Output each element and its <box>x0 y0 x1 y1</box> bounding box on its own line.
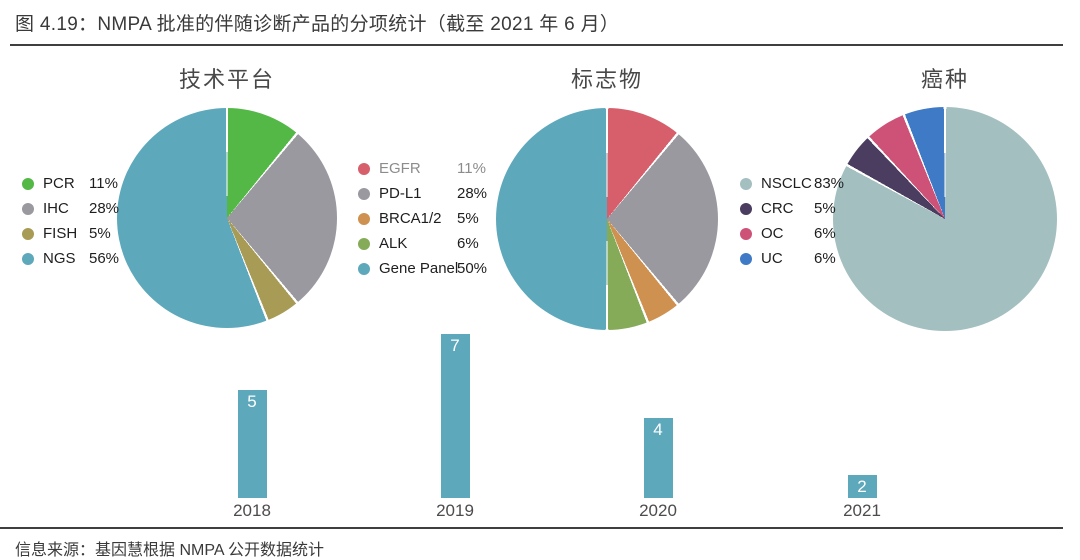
legend-row: OC 6% <box>740 221 844 246</box>
legend-row: ALK 6% <box>358 231 487 256</box>
pie-chart-cancer <box>833 107 1057 331</box>
pie-title-cancer: 癌种 <box>920 67 969 92</box>
legend-value: 6% <box>457 235 479 252</box>
legend-biomarker: EGFR 11% PD-L1 28% BRCA1/2 5% ALK 6% Gene Panel 5… <box>358 156 487 281</box>
pie-chart-platform <box>117 108 337 328</box>
legend-swatch-icon <box>22 177 34 190</box>
bar-category-label: 2019 <box>436 501 474 520</box>
legend-value: 28% <box>457 185 488 202</box>
legend-label: NGS <box>43 250 76 267</box>
legend-swatch-icon <box>740 227 752 240</box>
bar-category-label: 2021 <box>843 501 881 520</box>
legend-swatch-icon <box>22 202 34 215</box>
legend-row: UC 6% <box>740 246 844 271</box>
source-divider <box>0 527 1063 529</box>
legend-swatch-icon <box>740 177 752 190</box>
legend-label: IHC <box>43 200 69 217</box>
legend-row: PD-L1 28% <box>358 181 487 206</box>
pie-title-biomarker: 标志物 <box>570 67 643 92</box>
legend-label: BRCA1/2 <box>379 210 442 227</box>
legend-label: EGFR <box>379 160 421 177</box>
legend-row: BRCA1/2 5% <box>358 206 487 231</box>
legend-label: Gene Panel <box>379 260 459 277</box>
legend-platform: PCR 11% IHC 28% FISH 5% NGS 56% <box>22 171 119 271</box>
legend-value: 11% <box>89 175 118 192</box>
title-divider <box>10 44 1063 46</box>
legend-value: 5% <box>89 225 111 242</box>
source-note: 信息来源：基因慧根据 NMPA 公开数据统计 <box>15 542 325 559</box>
legend-value: 28% <box>89 200 120 217</box>
pie-title-platform: 技术平台 <box>178 67 275 92</box>
legend-label: OC <box>761 225 784 242</box>
legend-row: CRC 5% <box>740 196 844 221</box>
bar-category-label: 2018 <box>233 501 271 520</box>
legend-value: 5% <box>457 210 479 227</box>
legend-row: PCR 11% <box>22 171 119 196</box>
bar-value-label: 5 <box>247 392 257 411</box>
legend-value: 6% <box>814 225 836 242</box>
legend-value: 5% <box>814 200 836 217</box>
legend-value: 11% <box>457 160 486 177</box>
legend-swatch-icon <box>358 212 370 225</box>
legend-swatch-icon <box>740 252 752 265</box>
bar-2019: 7 <box>440 334 470 498</box>
pie-chart-biomarker <box>496 108 718 330</box>
legend-swatch-icon <box>22 252 34 265</box>
legend-value: 50% <box>457 260 488 277</box>
legend-row: NSCLC 83% <box>740 171 844 196</box>
legend-value: 6% <box>814 250 836 267</box>
legend-label: PD-L1 <box>379 185 422 202</box>
legend-row: NGS 56% <box>22 246 119 271</box>
legend-row: FISH 5% <box>22 221 119 246</box>
bar-value-label: 2 <box>857 477 867 496</box>
bar-2021: 2 <box>847 475 877 498</box>
legend-label: CRC <box>761 200 794 217</box>
bar-category-label: 2020 <box>639 501 677 520</box>
legend-swatch-icon <box>358 187 370 200</box>
legend-value: 83% <box>814 175 845 192</box>
legend-cancer: NSCLC 83% CRC 5% OC 6% UC 6% <box>740 171 844 271</box>
legend-label: PCR <box>43 175 75 192</box>
page-title: 图 4.19：NMPA 批准的伴随诊断产品的分项统计（截至 2021 年 6 月… <box>15 14 620 35</box>
legend-row: IHC 28% <box>22 196 119 221</box>
bar-value-label: 4 <box>653 420 663 439</box>
legend-swatch-icon <box>740 202 752 215</box>
bar-value-label: 7 <box>450 336 460 355</box>
legend-label: ALK <box>379 235 408 252</box>
bar-2018: 5 <box>237 390 267 498</box>
bar-2020: 4 <box>643 418 673 498</box>
legend-swatch-icon <box>358 237 370 250</box>
legend-row: Gene Panel 50% <box>358 256 487 281</box>
legend-swatch-icon <box>358 262 370 275</box>
legend-swatch-icon <box>22 227 34 240</box>
legend-label: FISH <box>43 225 78 242</box>
legend-row: EGFR 11% <box>358 156 487 181</box>
legend-swatch-icon <box>358 162 370 175</box>
legend-label: NSCLC <box>761 175 812 192</box>
legend-value: 56% <box>89 250 120 267</box>
legend-label: UC <box>761 250 783 267</box>
